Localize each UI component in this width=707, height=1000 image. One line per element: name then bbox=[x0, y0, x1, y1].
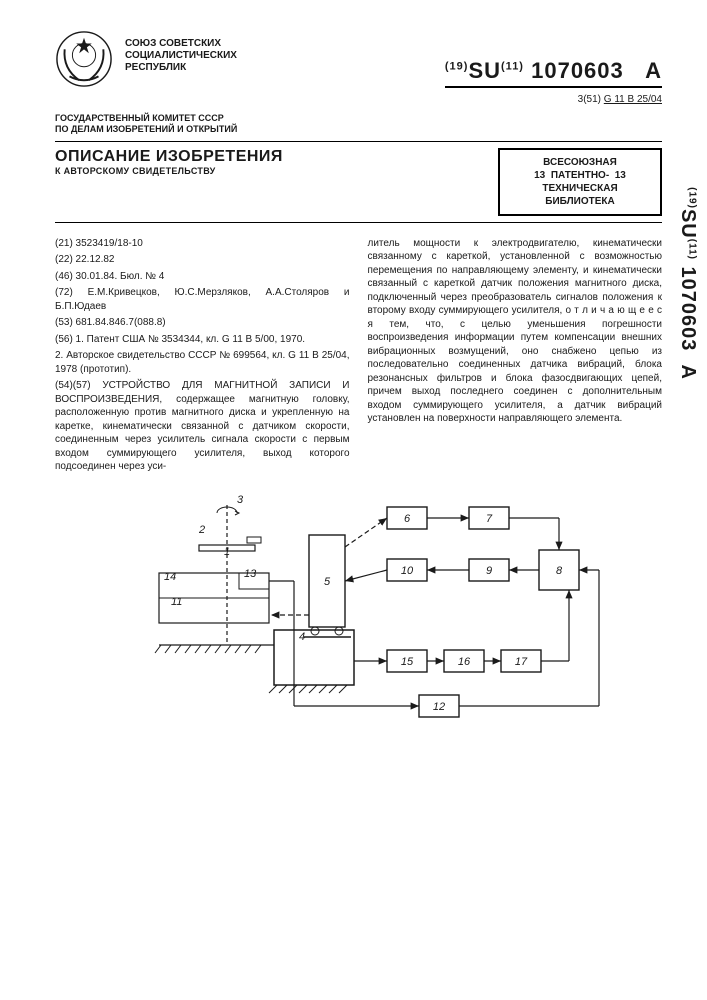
classification-code: 3(51) G 11 B 25/04 bbox=[55, 94, 662, 105]
svg-text:5: 5 bbox=[323, 576, 330, 588]
svg-text:4: 4 bbox=[299, 631, 305, 643]
title-row: ОПИСАНИЕ ИЗОБРЕТЕНИЯ К АВТОРСКОМУ СВИДЕТ… bbox=[55, 141, 662, 216]
svg-text:17: 17 bbox=[514, 656, 527, 668]
field-21: (21) 3523419/18-10 bbox=[55, 237, 350, 251]
header-row: СОЮЗ СОВЕТСКИХ СОЦИАЛИСТИЧЕСКИХ РЕСПУБЛИ… bbox=[55, 30, 662, 88]
library-stamp: ВСЕСОЮЗНАЯ 13 ПАТЕНТНО- 13 ТЕХНИЧЕСКАЯ Б… bbox=[498, 148, 662, 216]
svg-text:7: 7 bbox=[485, 513, 492, 525]
svg-text:15: 15 bbox=[400, 656, 413, 668]
field-53: (53) 681.84.846.7(088.8) bbox=[55, 316, 350, 330]
field-56-ref1: (56) 1. Патент США № 3534344, кл. G 11 B… bbox=[55, 333, 350, 347]
block-diagram: 5678910121516171234111314 bbox=[55, 495, 662, 735]
svg-text:1: 1 bbox=[224, 546, 230, 558]
svg-text:6: 6 bbox=[403, 513, 410, 525]
svg-text:8: 8 bbox=[555, 565, 562, 577]
svg-text:2: 2 bbox=[198, 524, 205, 536]
committee-name: ГОСУДАРСТВЕННЫЙ КОМИТЕТ СССР ПО ДЕЛАМ ИЗ… bbox=[55, 113, 662, 135]
right-column: литель мощности к электродвигателю, кине… bbox=[368, 237, 663, 477]
issuing-org: СОЮЗ СОВЕТСКИХ СОЦИАЛИСТИЧЕСКИХ РЕСПУБЛИ… bbox=[125, 30, 237, 74]
field-56-ref2: 2. Авторское свидетельство СССР № 699564… bbox=[55, 349, 350, 376]
svg-text:12: 12 bbox=[432, 701, 444, 713]
svg-text:9: 9 bbox=[485, 565, 491, 577]
svg-text:11: 11 bbox=[171, 596, 182, 608]
document-title: ОПИСАНИЕ ИЗОБРЕТЕНИЯ bbox=[55, 148, 283, 166]
field-46: (46) 30.01.84. Бюл. № 4 bbox=[55, 270, 350, 284]
ussr-emblem-icon bbox=[55, 30, 113, 88]
svg-text:14: 14 bbox=[164, 571, 176, 583]
svg-text:13: 13 bbox=[244, 568, 257, 580]
abstract-right: литель мощности к электродвигателю, кине… bbox=[368, 237, 663, 426]
svg-text:3: 3 bbox=[237, 495, 244, 506]
document-subtitle: К АВТОРСКОМУ СВИДЕТЕЛЬСТВУ bbox=[55, 166, 283, 176]
field-54-abstract-left: (54)(57) УСТРОЙСТВО ДЛЯ МАГНИТНОЙ ЗАПИСИ… bbox=[55, 379, 350, 474]
field-22: (22) 22.12.82 bbox=[55, 253, 350, 267]
field-72-authors: (72) Е.М.Кривецков, Ю.С.Мерзляков, А.А.С… bbox=[55, 286, 350, 313]
svg-text:16: 16 bbox=[457, 656, 470, 668]
body-columns: (21) 3523419/18-10 (22) 22.12.82 (46) 30… bbox=[55, 237, 662, 477]
svg-text:10: 10 bbox=[400, 565, 413, 577]
side-document-number: (19)SU(11) 1070603 A bbox=[676, 187, 699, 380]
separator bbox=[55, 222, 662, 223]
left-column: (21) 3523419/18-10 (22) 22.12.82 (46) 30… bbox=[55, 237, 350, 477]
document-number: (19)SU(11) 1070603 A bbox=[445, 58, 662, 88]
